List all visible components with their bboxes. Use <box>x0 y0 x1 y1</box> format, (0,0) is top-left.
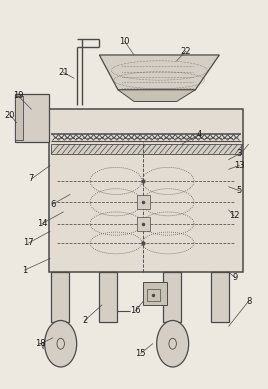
Text: 16: 16 <box>130 306 141 315</box>
Bar <box>143 282 167 305</box>
Text: 12: 12 <box>229 211 239 220</box>
Text: 4: 4 <box>197 130 202 139</box>
Text: 7: 7 <box>29 175 34 184</box>
Text: 17: 17 <box>23 238 34 247</box>
Bar <box>15 96 23 140</box>
Bar <box>15 94 49 142</box>
Text: 13: 13 <box>234 161 245 170</box>
Text: 18: 18 <box>35 339 46 348</box>
Bar <box>49 109 243 272</box>
Text: 8: 8 <box>246 296 251 306</box>
Text: 10: 10 <box>120 37 130 46</box>
Text: 9: 9 <box>233 273 238 282</box>
Bar <box>137 217 150 231</box>
Bar <box>137 195 150 209</box>
Bar <box>147 289 160 301</box>
Text: 5: 5 <box>237 186 242 195</box>
Polygon shape <box>99 55 219 90</box>
Text: 6: 6 <box>50 200 55 209</box>
Polygon shape <box>118 90 195 102</box>
Bar <box>51 272 69 322</box>
Circle shape <box>157 321 189 367</box>
Circle shape <box>45 321 77 367</box>
Text: 1: 1 <box>22 266 27 275</box>
Bar <box>163 272 181 322</box>
Bar <box>211 272 229 322</box>
Text: 15: 15 <box>135 349 146 358</box>
Bar <box>99 272 117 322</box>
Text: 2: 2 <box>82 316 87 325</box>
Text: 22: 22 <box>181 47 191 56</box>
Text: 20: 20 <box>5 110 15 119</box>
Text: 14: 14 <box>37 219 47 228</box>
Bar <box>51 144 241 154</box>
Text: 21: 21 <box>58 68 69 77</box>
Text: 19: 19 <box>13 91 23 100</box>
Text: 3: 3 <box>237 149 242 158</box>
